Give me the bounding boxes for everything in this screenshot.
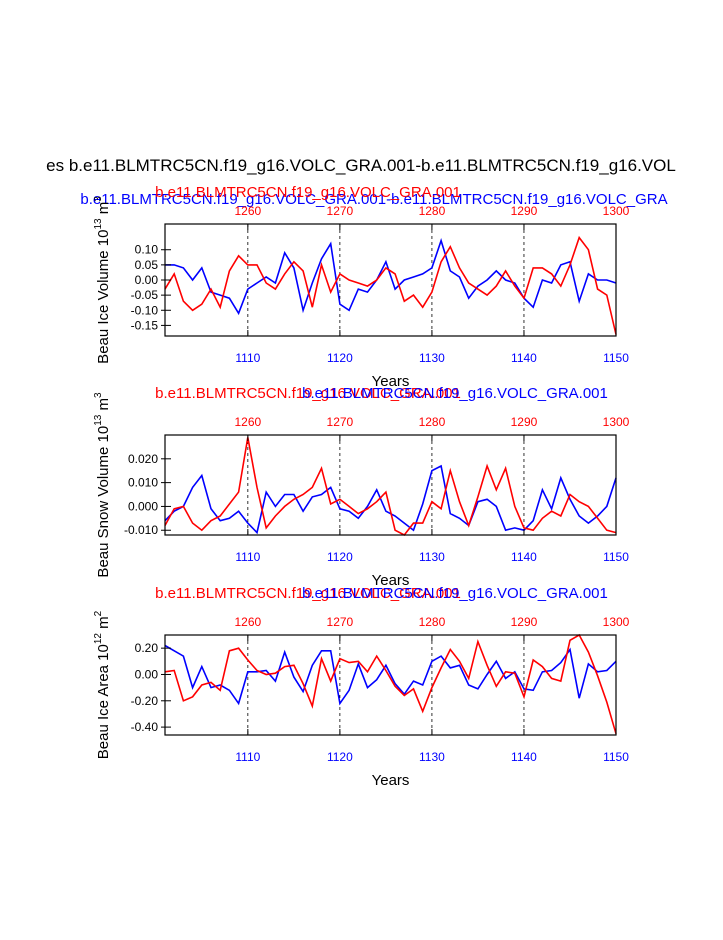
series-line-red xyxy=(164,437,617,537)
case-label-red-middle: b.e11.BLMTRC5CN.f19_g16.VOLC_GRA.001 xyxy=(155,385,461,402)
y-tick-label: 0.000 xyxy=(128,499,158,513)
case-label-red-bottom: b.e11.BLMTRC5CN.f19_g16.VOLC_GRA.001 xyxy=(155,585,461,602)
x-tick-label-top: 1300 xyxy=(603,204,630,218)
figure-title: es b.e11.BLMTRC5CN.f19_g16.VOLC_GRA.001-… xyxy=(46,156,676,175)
x-tick-label-top: 1290 xyxy=(511,615,538,629)
x-tick-label-bottom: 1110 xyxy=(235,550,260,564)
x-tick-label-bottom: 1130 xyxy=(419,351,445,365)
case-label-blue-top: b.e11.BLMTRC5CN.f19_g16.VOLC_GRA.001-b.e… xyxy=(80,191,667,208)
plot-frame xyxy=(164,634,617,736)
y-tick-label: -0.10 xyxy=(131,303,159,317)
y-tick-label: 0.10 xyxy=(135,243,159,257)
y-tick-label: 0.05 xyxy=(135,258,159,272)
x-tick-label-top: 1290 xyxy=(511,415,538,429)
y-tick-label: -0.40 xyxy=(131,720,159,734)
x-axis-title: Years xyxy=(372,572,410,589)
x-tick-label-bottom: 1110 xyxy=(235,750,260,764)
series-line-red xyxy=(164,633,617,734)
y-tick-label: 0.010 xyxy=(128,476,158,490)
y-axis-title: Beau Ice Volume 1013 m3 xyxy=(93,196,112,364)
x-tick-label-bottom: 1140 xyxy=(511,351,537,365)
y-tick-label: 0.020 xyxy=(128,452,158,466)
x-tick-label-bottom: 1150 xyxy=(603,750,629,764)
x-tick-label-top: 1270 xyxy=(327,615,354,629)
chart-panel-beau-ice-area: 0.20 0.00 -0.20 -0.40 1110 1120 1130 1140 1150 12… xyxy=(93,610,630,789)
y-tick-label: 0.00 xyxy=(135,667,159,681)
y-tick-label: 0.20 xyxy=(135,641,159,655)
x-tick-label-bottom: 1130 xyxy=(419,550,445,564)
x-tick-label-top: 1300 xyxy=(603,615,630,629)
x-tick-label-bottom: 1150 xyxy=(603,351,629,365)
series-line-blue xyxy=(164,644,617,706)
chart-panel-beau-ice-volume: 0.100.050.00-0.05-0.10-0.15 1110 1120 1130 1… xyxy=(93,196,630,390)
y-tick-label: -0.15 xyxy=(131,318,159,332)
y-tick-label: -0.20 xyxy=(131,694,159,708)
x-tick-label-top: 1270 xyxy=(327,204,354,218)
x-tick-label-top: 1280 xyxy=(419,204,446,218)
chart-panel-beau-snow-volume: 0.020 0.010 0.000 -0.010 1110 1120 1130 1140 115… xyxy=(93,392,630,589)
y-axis-title: Beau Ice Area 1012 m2 xyxy=(93,610,112,759)
x-axis-title: Years xyxy=(372,772,410,789)
x-tick-label-top: 1280 xyxy=(419,615,446,629)
x-tick-label-top: 1260 xyxy=(234,415,261,429)
x-tick-label-bottom: 1150 xyxy=(603,550,629,564)
x-tick-label-bottom: 1120 xyxy=(327,750,353,764)
y-tick-label: -0.010 xyxy=(124,523,158,537)
case-label-blue-middle: b.e11.BLMTRC5CN.f19_g16.VOLC_GRA.001 xyxy=(302,385,608,402)
x-tick-label-bottom: 1130 xyxy=(419,750,445,764)
plot-frame xyxy=(164,434,617,536)
plot-frame xyxy=(164,223,617,337)
x-tick-label-top: 1260 xyxy=(234,615,261,629)
x-tick-label-bottom: 1110 xyxy=(235,351,260,365)
x-tick-label-top: 1270 xyxy=(327,415,354,429)
y-axis-title: Beau Snow Volume 1013 m3 xyxy=(93,392,112,578)
x-tick-label-top: 1260 xyxy=(234,204,261,218)
x-tick-label-top: 1300 xyxy=(603,415,630,429)
x-tick-label-top: 1290 xyxy=(511,204,538,218)
case-label-red-top: b.e11.BLMTRC5CN.f19_g16.VOLC_GRA.001 xyxy=(155,184,461,201)
x-axis-title: Years xyxy=(372,373,410,390)
x-tick-label-top: 1280 xyxy=(419,415,446,429)
series-line-blue xyxy=(165,237,617,316)
x-tick-label-bottom: 1140 xyxy=(511,550,537,564)
y-tick-label: -0.05 xyxy=(131,288,159,302)
series-line-red xyxy=(164,235,617,335)
x-tick-label-bottom: 1120 xyxy=(327,550,353,564)
x-tick-label-bottom: 1140 xyxy=(511,750,537,764)
y-tick-label: 0.00 xyxy=(135,273,159,287)
x-tick-label-bottom: 1120 xyxy=(327,351,353,365)
case-label-blue-bottom: b.e11.BLMTRC5CN.f19_g16.VOLC_GRA.001 xyxy=(302,585,608,602)
